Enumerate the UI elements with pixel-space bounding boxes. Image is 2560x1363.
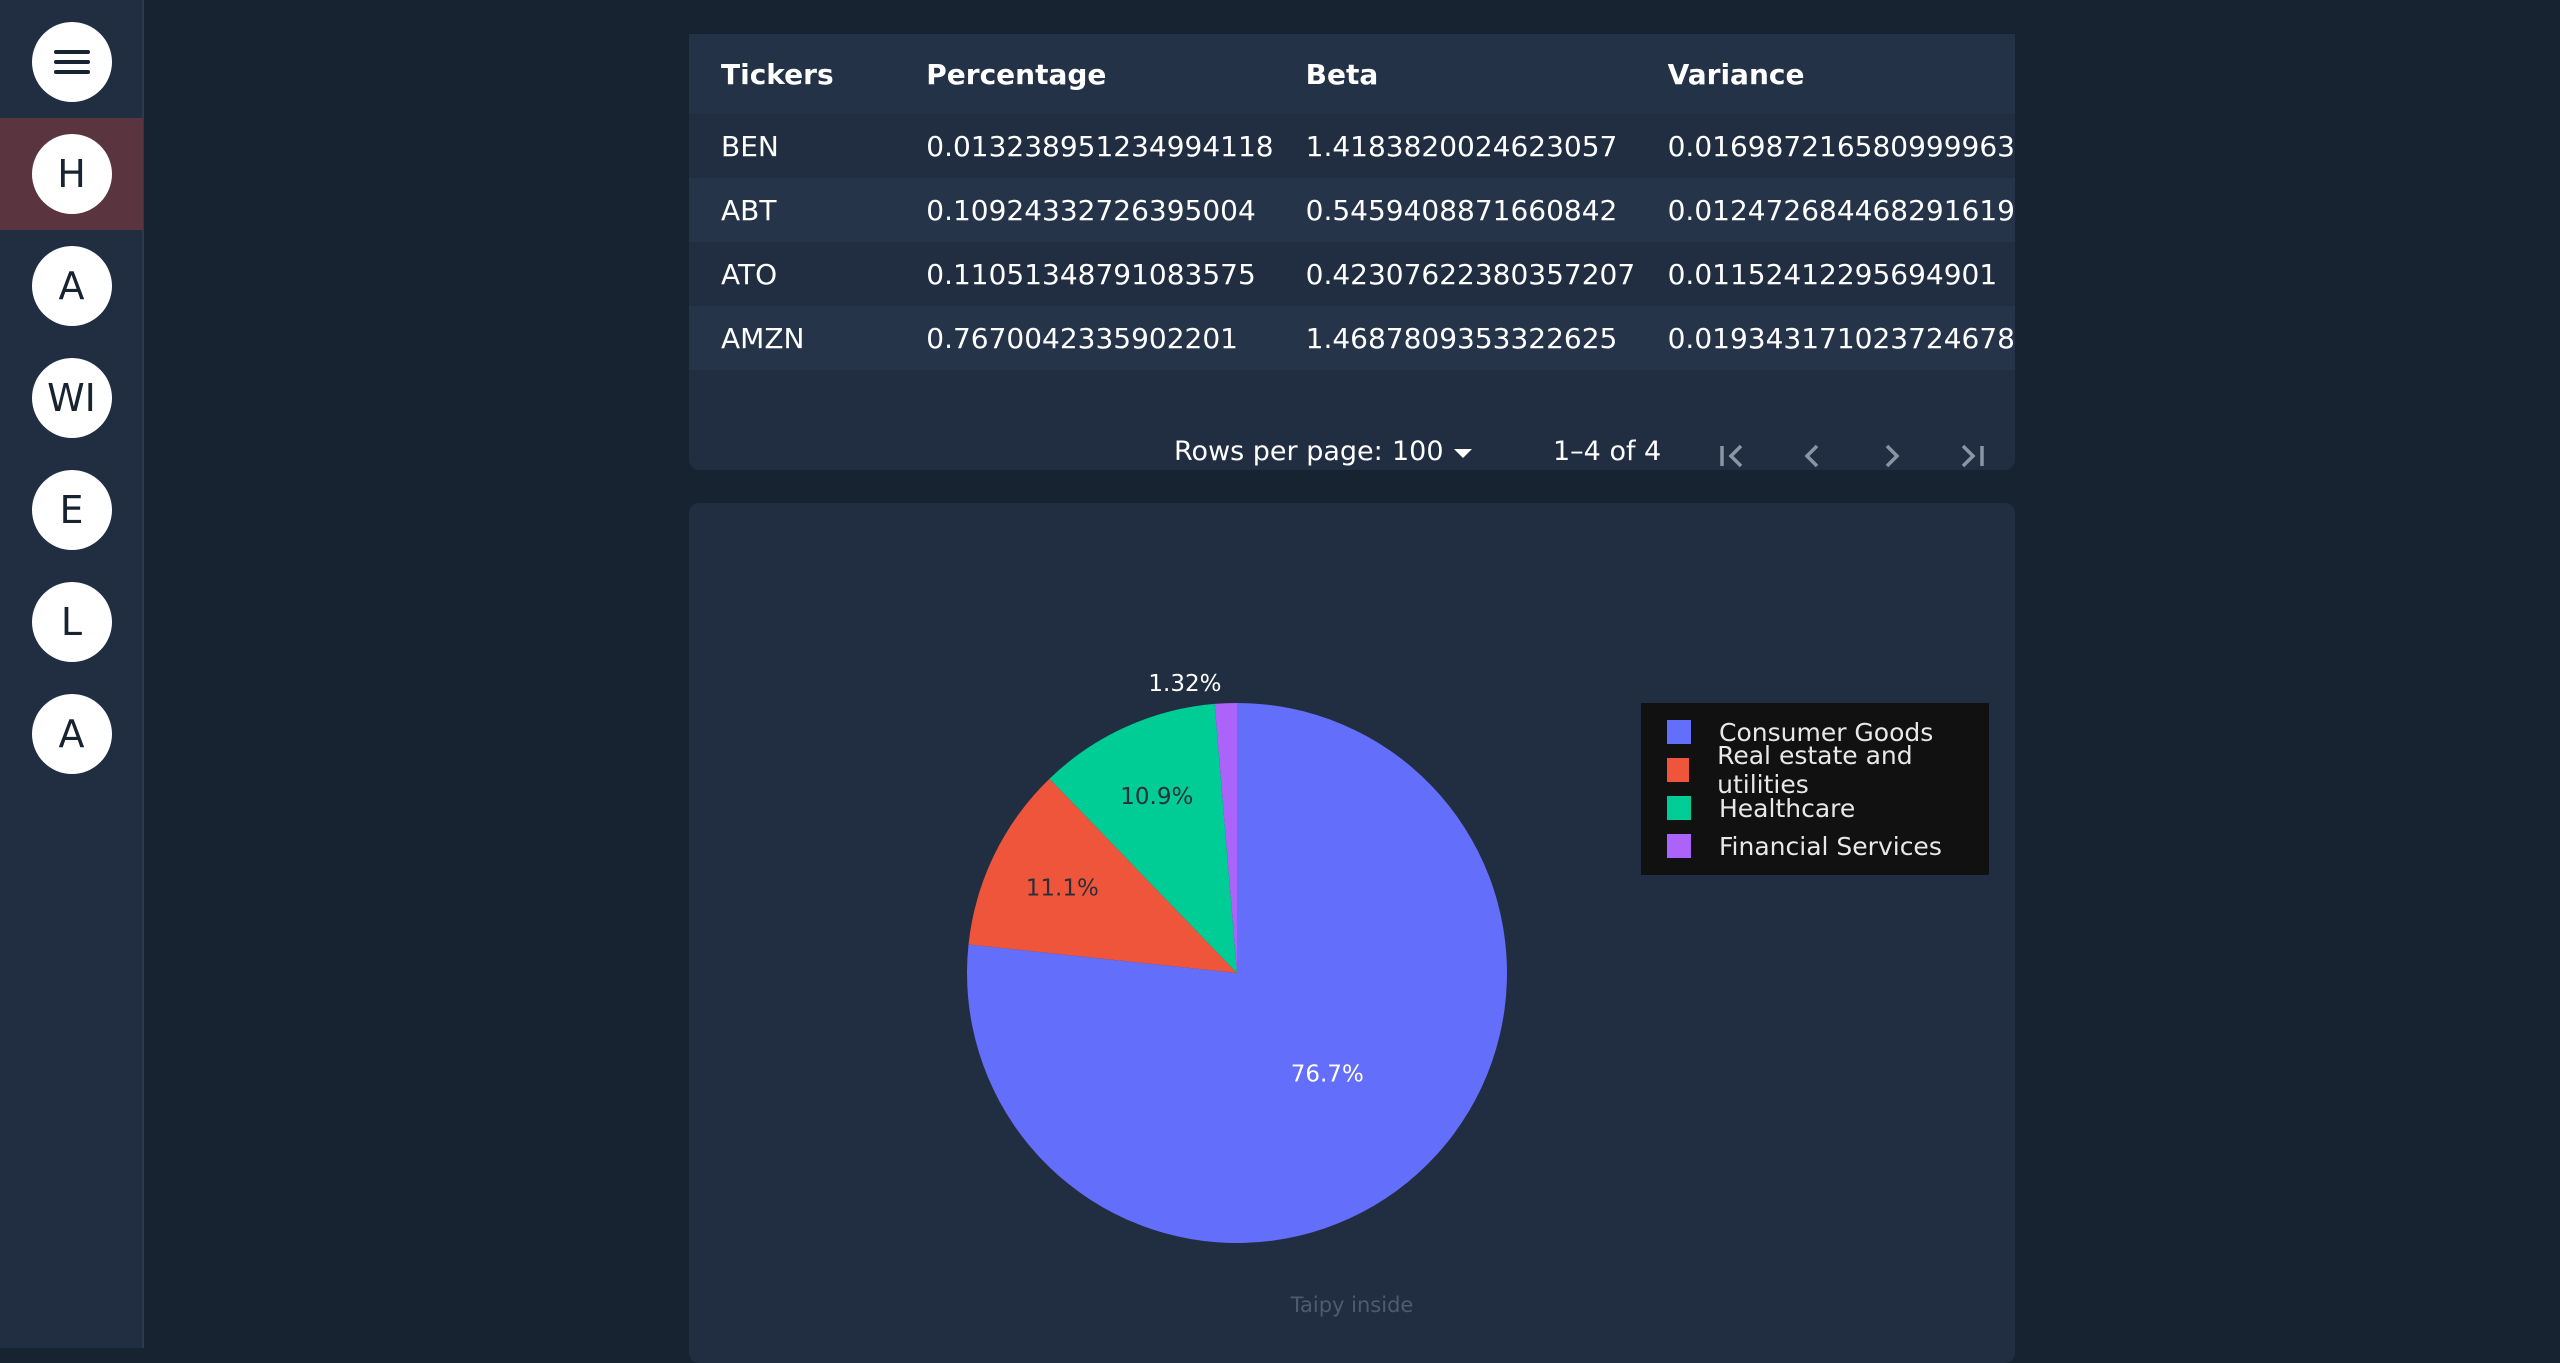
table-row[interactable]: AMZN 0.7670042335902201 1.46878093533226… [689, 306, 2015, 370]
table-row[interactable]: ABT 0.10924332726395004 0.54594088716608… [689, 178, 2015, 242]
chevron-right-icon[interactable] [1872, 436, 1912, 476]
sidebar-avatar[interactable]: A [31, 694, 112, 774]
column-header-variance[interactable]: Variance [1635, 34, 2015, 114]
legend-label: Real estate and utilities [1717, 741, 1913, 799]
cell-beta: 0.5459408871660842 [1273, 178, 1636, 242]
legend-label: Financial Services [1719, 831, 1942, 861]
sidebar-avatar[interactable]: A [31, 246, 112, 326]
hamburger-icon [53, 50, 90, 74]
sidebar-avatar[interactable]: WI [31, 358, 112, 438]
legend-swatch [1667, 758, 1690, 782]
legend-item-healthcare[interactable]: Healthcare [1667, 790, 1855, 826]
legend-label: Consumer Goods [1719, 717, 1934, 747]
legend-swatch [1667, 834, 1691, 858]
legend-swatch [1667, 796, 1691, 820]
chart-legend: Consumer Goods Real estate and utilities… [1641, 703, 1989, 875]
column-header-percentage[interactable]: Percentage [894, 34, 1274, 114]
pie-slice-label: 11.1% [1026, 876, 1099, 902]
menu-button[interactable] [31, 22, 112, 102]
portfolio-table: Tickers Percentage Beta Variance BEN 0.0… [689, 34, 2015, 370]
column-header-tickers[interactable]: Tickers [689, 34, 895, 114]
legend-item-financial-services[interactable]: Financial Services [1667, 828, 1942, 864]
cell-ticker: ATO [689, 242, 895, 306]
portfolio-table-panel: Tickers Percentage Beta Variance BEN 0.0… [689, 34, 2015, 470]
sidebar-avatar[interactable]: H [31, 134, 112, 214]
pagination-bar: Rows per page: 100 1–4 of 4 [689, 418, 2015, 490]
pie-slice-label: 1.32% [1148, 671, 1221, 697]
cell-variance: 0.012472684468291619 [1635, 178, 2015, 242]
table-header-row: Tickers Percentage Beta Variance [689, 34, 2015, 114]
table-row[interactable]: ATO 0.11051348791083575 0.42307622380357… [689, 242, 2015, 306]
pie-slice-financial-services[interactable] [1214, 703, 1237, 973]
cell-beta: 0.42307622380357207 [1273, 242, 1636, 306]
cell-ticker: ABT [689, 178, 895, 242]
cell-beta: 1.4183820024623057 [1273, 114, 1636, 178]
menu-toggle-slot [0, 6, 143, 118]
sidebar: H A WI E L A [0, 0, 144, 1348]
cell-variance: 0.019343171023724678 [1635, 306, 2015, 370]
cell-beta: 1.4687809353322625 [1273, 306, 1636, 370]
cell-variance: 0.01152412295694901 [1635, 242, 2015, 306]
first-page-icon[interactable] [1712, 436, 1752, 476]
chevron-left-icon[interactable] [1792, 436, 1832, 476]
cell-ticker: AMZN [689, 306, 895, 370]
sidebar-avatar[interactable]: E [31, 470, 112, 550]
sector-pie-chart-panel: 76.7% 11.1% 10.9% 1.32% Consumer Goods Real… [689, 503, 2015, 1363]
sidebar-item-4[interactable]: L [0, 566, 143, 678]
cell-percentage: 0.7670042335902201 [894, 306, 1274, 370]
legend-label: Healthcare [1719, 793, 1856, 823]
sector-pie-chart: 76.7% 11.1% 10.9% 1.32% [967, 671, 1507, 1243]
sidebar-avatar[interactable]: L [31, 582, 112, 662]
legend-item-real-estate[interactable]: Real estate and utilities [1667, 741, 1989, 799]
rows-per-page-select[interactable]: 100 [1392, 436, 1444, 467]
column-header-beta[interactable]: Beta [1273, 34, 1636, 114]
taipy-footer-note: Taipy inside [1290, 1293, 1414, 1317]
cell-ticker: BEN [689, 114, 895, 178]
pie-slice-real-estate[interactable] [968, 778, 1237, 973]
sidebar-item-2[interactable]: WI [0, 342, 143, 454]
legend-item-consumer-goods[interactable]: Consumer Goods [1667, 714, 1933, 750]
pie-slice-label: 10.9% [1120, 784, 1193, 810]
page-range-label: 1–4 of 4 [1553, 436, 1662, 467]
table-row[interactable]: BEN 0.013238951234994118 1.4183820024623… [689, 114, 2015, 178]
legend-swatch [1667, 720, 1691, 744]
pie-slice-healthcare[interactable] [1049, 703, 1237, 973]
rows-per-page-label: Rows per page: [1174, 436, 1383, 467]
cell-variance: 0.016987216580999963 [1635, 114, 2015, 178]
sidebar-item-0[interactable]: H [0, 118, 143, 230]
caret-down-icon[interactable] [1454, 449, 1472, 458]
sidebar-item-3[interactable]: E [0, 454, 143, 566]
sidebar-item-5[interactable]: A [0, 678, 143, 790]
cell-percentage: 0.013238951234994118 [894, 114, 1274, 178]
last-page-icon[interactable] [1952, 436, 1992, 476]
pie-slice-label: 76.7% [1291, 1061, 1364, 1087]
cell-percentage: 0.10924332726395004 [894, 178, 1274, 242]
sidebar-item-1[interactable]: A [0, 230, 143, 342]
cell-percentage: 0.11051348791083575 [894, 242, 1274, 306]
